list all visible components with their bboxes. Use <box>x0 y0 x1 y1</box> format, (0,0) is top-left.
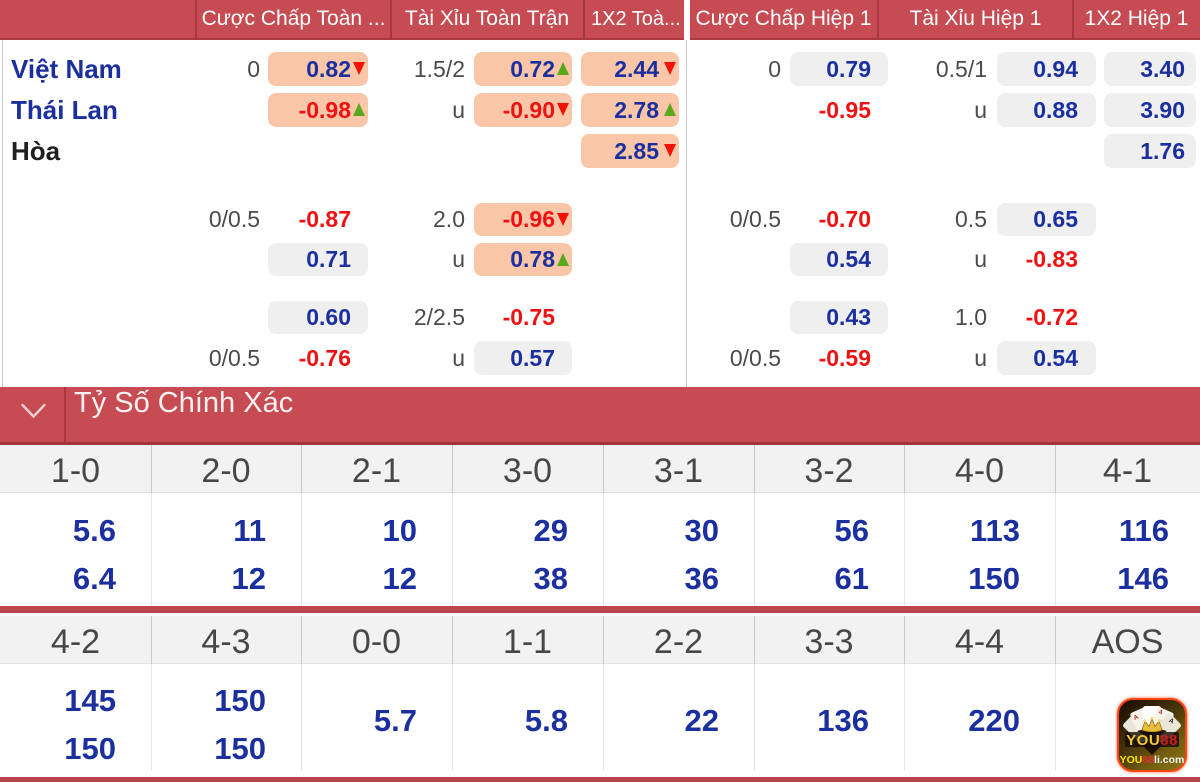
svg-text:A: A <box>1167 717 1175 726</box>
svg-text:4: 4 <box>1158 709 1163 717</box>
svg-text:A: A <box>1133 714 1140 722</box>
svg-text:YOU88: YOU88 <box>1126 732 1178 749</box>
svg-text:YOU88li.com: YOU88li.com <box>1120 754 1185 766</box>
